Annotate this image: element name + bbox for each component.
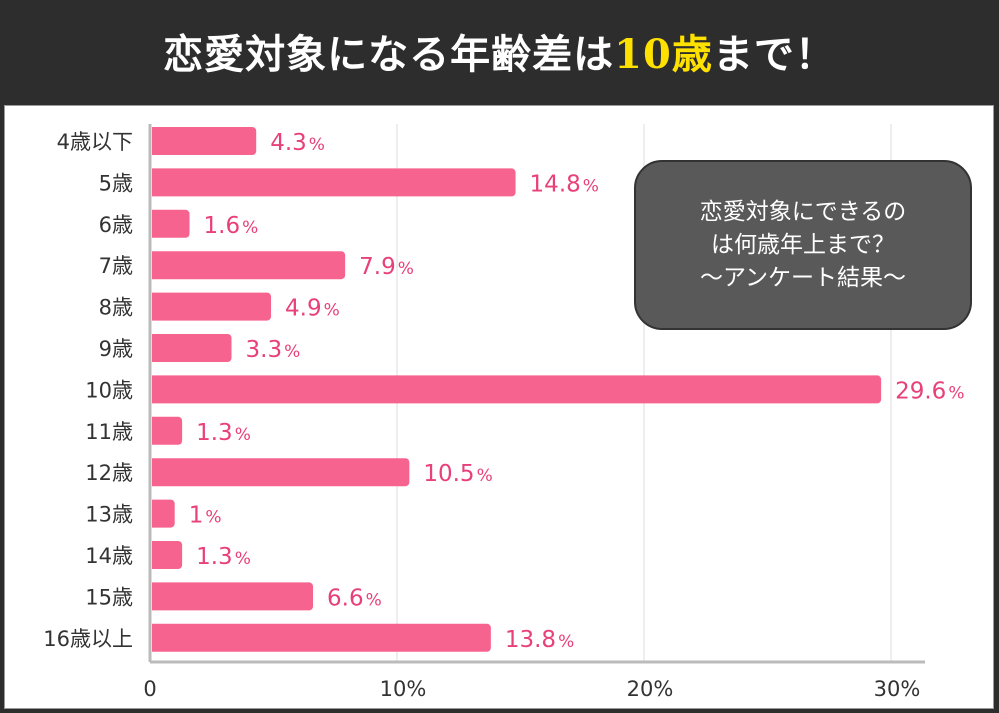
category-label: 11歳 bbox=[85, 420, 133, 444]
value-label: 14.8% bbox=[530, 171, 599, 197]
bar bbox=[152, 623, 491, 652]
bar bbox=[152, 209, 190, 238]
value-label: 4.3% bbox=[270, 130, 325, 156]
category-label: 8歳 bbox=[99, 296, 133, 320]
callout-line: ～アンケート結果～ bbox=[699, 264, 907, 291]
value-label: 1% bbox=[189, 503, 222, 529]
category-label: 15歳 bbox=[85, 585, 133, 609]
category-label: 16歳以上 bbox=[43, 627, 133, 651]
title-text: 恋愛対象になる年齢差は bbox=[163, 31, 615, 78]
category-label: 5歳 bbox=[99, 171, 133, 195]
category-label: 6歳 bbox=[99, 213, 133, 237]
bar bbox=[152, 168, 516, 197]
bar bbox=[152, 582, 314, 611]
bar bbox=[152, 334, 232, 362]
x-tick-label: 20% bbox=[627, 677, 674, 701]
bar bbox=[152, 416, 183, 445]
value-label: 1.3% bbox=[196, 420, 251, 446]
bar bbox=[152, 375, 882, 404]
callout-line: 恋愛対象にできるの bbox=[699, 198, 907, 225]
bar bbox=[152, 251, 346, 280]
value-label: 10.5% bbox=[423, 461, 492, 487]
bar bbox=[152, 541, 183, 569]
category-label: 13歳 bbox=[85, 503, 133, 527]
value-label: 1.6% bbox=[204, 213, 259, 239]
bar bbox=[152, 458, 410, 487]
category-label: 4歳以下 bbox=[57, 130, 133, 154]
category-label: 10歳 bbox=[85, 378, 133, 402]
value-label: 7.9% bbox=[359, 254, 414, 280]
x-tick-label: 30% bbox=[874, 677, 921, 701]
page-title: 恋愛対象になる年齢差は10歳まで！ bbox=[0, 22, 999, 80]
title-suffix: まで！ bbox=[712, 31, 836, 78]
bar bbox=[152, 292, 272, 321]
x-tick-label: 10% bbox=[380, 677, 427, 701]
value-label: 3.3% bbox=[246, 337, 301, 363]
category-label: 12歳 bbox=[85, 461, 133, 485]
value-label: 29.6% bbox=[895, 378, 964, 404]
value-label: 1.3% bbox=[196, 544, 251, 570]
bar bbox=[152, 127, 257, 155]
bar bbox=[152, 499, 175, 528]
value-label: 6.6% bbox=[327, 585, 382, 611]
callout-line: は何歳年上まで？ bbox=[711, 231, 895, 258]
x-tick-label: 0 bbox=[143, 677, 156, 701]
category-label: 7歳 bbox=[99, 254, 133, 278]
category-label: 14歳 bbox=[85, 544, 133, 568]
title-highlight: 10歳 bbox=[614, 31, 713, 78]
value-label: 4.9% bbox=[285, 296, 340, 322]
value-label: 13.8% bbox=[505, 627, 574, 653]
category-label: 9歳 bbox=[99, 337, 133, 361]
callout-box: 恋愛対象にできるの は何歳年上まで？ ～アンケート結果～ bbox=[634, 160, 972, 330]
